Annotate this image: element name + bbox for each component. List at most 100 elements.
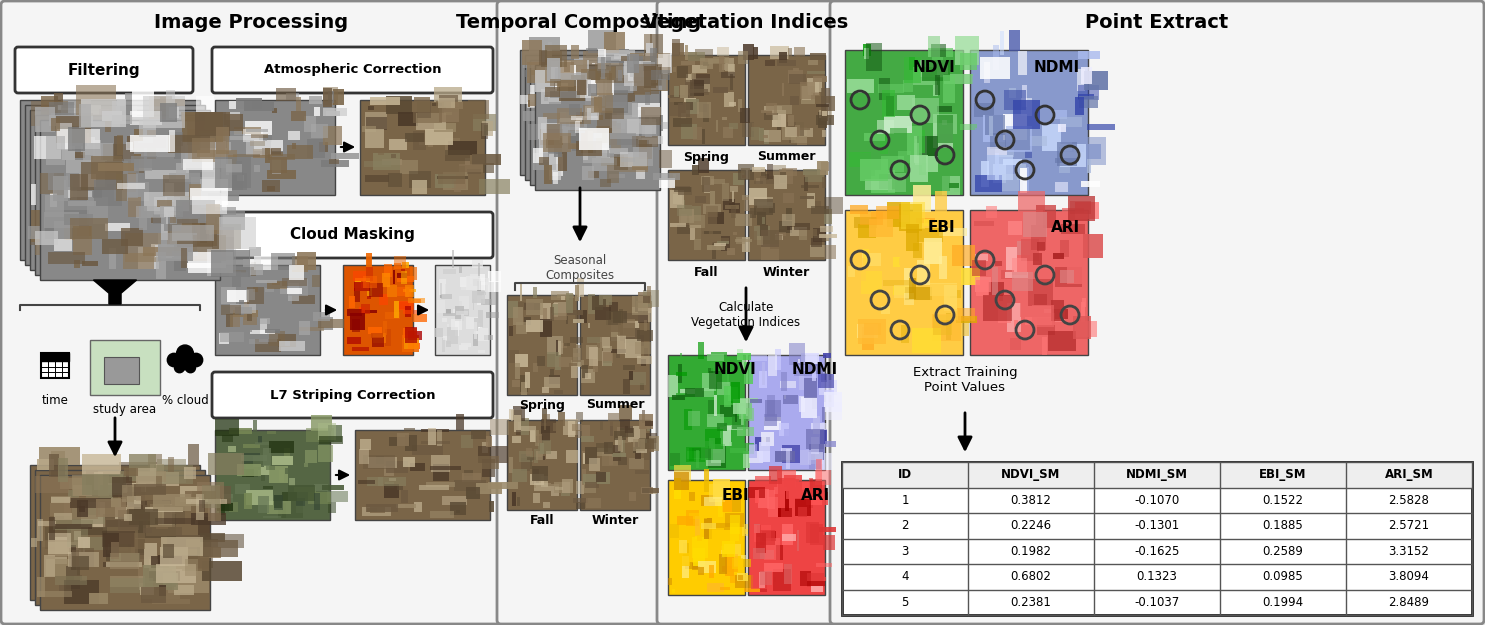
Bar xyxy=(165,504,186,524)
Bar xyxy=(619,309,622,324)
Bar xyxy=(575,121,579,133)
Bar xyxy=(759,572,765,588)
Bar xyxy=(573,348,581,368)
Bar xyxy=(803,169,820,175)
Bar xyxy=(607,132,637,157)
Bar xyxy=(171,196,190,223)
Bar xyxy=(190,188,229,206)
Bar xyxy=(539,51,546,65)
Bar xyxy=(208,498,221,521)
Bar xyxy=(45,209,89,239)
Bar xyxy=(440,96,459,112)
Bar xyxy=(195,237,235,249)
Bar xyxy=(533,362,538,372)
Bar xyxy=(247,141,270,155)
Bar xyxy=(704,104,708,122)
Bar xyxy=(42,149,58,168)
Bar xyxy=(370,96,399,105)
Bar xyxy=(729,442,732,446)
Bar xyxy=(162,211,168,240)
Bar xyxy=(110,553,140,561)
Bar xyxy=(711,238,729,243)
Bar xyxy=(123,190,144,199)
Bar xyxy=(480,179,509,194)
Bar xyxy=(454,476,483,482)
Bar xyxy=(821,373,827,382)
Bar xyxy=(135,514,177,538)
Bar xyxy=(520,284,523,301)
Text: ARI_SM: ARI_SM xyxy=(1384,468,1433,481)
Bar xyxy=(70,218,108,239)
Bar xyxy=(220,333,229,344)
Bar xyxy=(293,140,297,154)
Bar xyxy=(49,517,55,541)
Bar xyxy=(431,455,450,472)
Bar xyxy=(252,456,264,468)
Bar xyxy=(255,441,272,445)
Bar xyxy=(619,438,631,444)
Bar xyxy=(717,382,731,395)
Bar xyxy=(898,258,925,265)
Bar xyxy=(734,399,747,414)
Bar xyxy=(619,152,647,167)
Bar xyxy=(799,229,817,236)
Bar xyxy=(39,521,56,526)
Bar xyxy=(539,157,549,166)
Bar xyxy=(37,459,53,470)
Bar xyxy=(910,155,928,181)
Bar xyxy=(683,409,692,430)
Bar xyxy=(707,245,725,250)
Bar xyxy=(233,154,260,157)
Bar xyxy=(466,169,481,174)
Bar xyxy=(622,321,639,328)
Bar xyxy=(823,111,827,116)
Bar xyxy=(757,489,769,508)
Bar xyxy=(630,82,634,91)
Bar xyxy=(573,319,584,323)
Bar xyxy=(169,173,200,182)
Bar xyxy=(618,457,627,465)
Bar xyxy=(48,181,64,201)
Bar xyxy=(588,71,595,86)
Bar xyxy=(1077,69,1086,91)
Bar xyxy=(554,390,563,394)
Bar xyxy=(226,164,242,174)
Bar xyxy=(123,514,132,521)
Bar xyxy=(1032,314,1054,324)
Text: Filtering: Filtering xyxy=(68,62,140,78)
Bar xyxy=(692,206,701,221)
Bar xyxy=(585,93,600,118)
Bar xyxy=(55,524,92,529)
Bar xyxy=(539,302,551,321)
Bar xyxy=(685,45,688,61)
Bar xyxy=(88,172,120,184)
Bar xyxy=(67,160,107,187)
Bar xyxy=(619,419,630,430)
Bar xyxy=(786,449,790,469)
Bar xyxy=(31,101,68,126)
Bar xyxy=(157,199,172,208)
Bar xyxy=(980,57,1010,79)
Bar xyxy=(74,575,83,580)
Bar xyxy=(226,112,241,119)
Bar xyxy=(768,164,774,179)
Bar xyxy=(425,129,453,146)
Bar xyxy=(621,56,630,61)
Bar xyxy=(532,466,548,481)
Bar xyxy=(1032,305,1054,327)
Bar xyxy=(184,468,196,479)
Bar xyxy=(998,296,1011,323)
Bar xyxy=(187,117,203,145)
Bar xyxy=(714,242,726,246)
Bar xyxy=(37,577,45,597)
Bar xyxy=(558,62,575,86)
Bar xyxy=(183,194,226,208)
Bar xyxy=(474,279,480,286)
Bar xyxy=(438,166,465,184)
Bar xyxy=(642,118,658,138)
Bar xyxy=(820,110,832,118)
Text: Seasonal
Composites: Seasonal Composites xyxy=(545,254,615,282)
Bar xyxy=(647,428,650,431)
Bar xyxy=(359,439,371,450)
Bar xyxy=(594,132,601,138)
